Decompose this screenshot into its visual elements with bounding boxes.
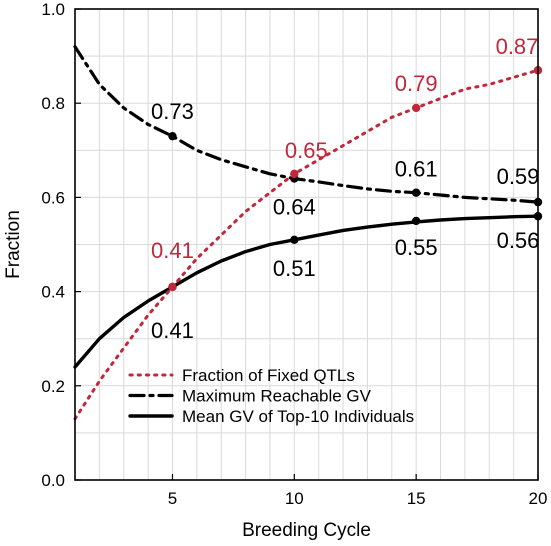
- grid: [74, 8, 539, 481]
- y-tick-label: 1.0: [41, 0, 65, 19]
- series-2: [73, 212, 543, 369]
- legend-label: Maximum Reachable GV: [182, 387, 372, 406]
- series-point: [411, 103, 421, 113]
- x-tick-label: 20: [529, 489, 548, 508]
- x-tick-label: 5: [168, 489, 177, 508]
- legend-label: Fraction of Fixed QTLs: [182, 366, 355, 385]
- legend: Fraction of Fixed QTLs Maximum Reachable …: [128, 366, 414, 426]
- x-axis-title: Breeding Cycle: [242, 520, 371, 541]
- y-axis-title: Fraction: [3, 210, 24, 279]
- series-point: [411, 216, 421, 226]
- series-point: [168, 131, 177, 141]
- series-point: [290, 169, 299, 179]
- y-tick-label: 0.2: [41, 377, 65, 396]
- ticks: 5 10 15 20 0.0 0.2 0.4 0.6 0.8 1.0: [41, 0, 547, 508]
- plot-frame: [74, 8, 539, 481]
- data-label: 0.65: [285, 138, 328, 163]
- data-label: 0.51: [273, 256, 316, 281]
- labels-layer: 0.41 0.65 0.79 0.87 0.73 0.64 0.61 0.59 0.41 0.51…: [151, 34, 539, 343]
- data-label: 0.64: [273, 195, 316, 220]
- series-point: [168, 282, 177, 292]
- y-tick-label: 0.6: [41, 188, 65, 207]
- legend-label: Mean GV of Top-10 Individuals: [182, 407, 414, 426]
- series-layer: [73, 45, 543, 421]
- data-label: 0.41: [151, 238, 194, 263]
- data-label: 0.59: [497, 164, 540, 189]
- data-label: 0.73: [151, 99, 194, 124]
- data-label: 0.56: [497, 228, 540, 253]
- y-tick-label: 0.4: [41, 283, 65, 302]
- data-label: 0.87: [496, 34, 539, 59]
- x-tick-label: 15: [407, 489, 426, 508]
- series-point: [411, 188, 421, 197]
- series-line: [73, 214, 540, 369]
- data-label: 0.79: [395, 71, 438, 96]
- data-label: 0.61: [395, 157, 438, 182]
- y-tick-label: 0.0: [41, 471, 65, 490]
- x-tick-label: 10: [285, 489, 304, 508]
- data-label: 0.41: [151, 318, 194, 343]
- y-tick-label: 0.8: [41, 94, 65, 113]
- series-point: [290, 235, 299, 244]
- series-line: [73, 45, 540, 204]
- series-1: [73, 45, 543, 207]
- series-line: [73, 68, 540, 421]
- data-label: 0.55: [395, 235, 438, 260]
